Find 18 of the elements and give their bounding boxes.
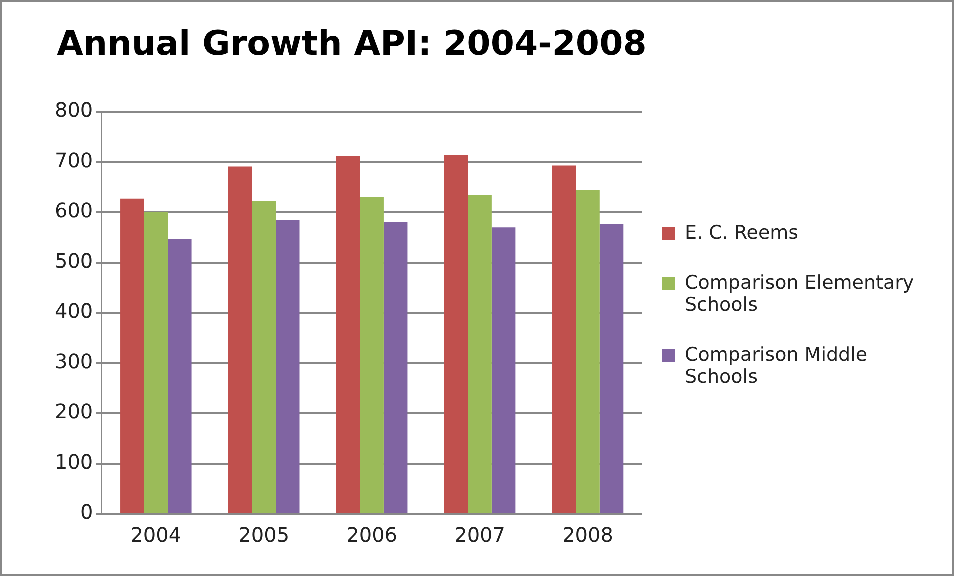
y-tick-label: 300: [54, 349, 94, 374]
y-tick-label: 500: [54, 248, 94, 273]
x-tick-label: 2004: [130, 523, 182, 548]
y-tick-label: 200: [54, 400, 94, 424]
x-tick-label: 2007: [454, 523, 506, 548]
y-tick-label: 800: [54, 98, 94, 122]
chart-title: Annual Growth API: 2004-2008: [56, 24, 648, 64]
y-tick-label: 0: [80, 500, 94, 524]
y-tick-label: 600: [54, 198, 94, 223]
y-tick-label: 100: [54, 450, 94, 474]
legend-label: Comparison Elementary Schools: [685, 272, 916, 316]
x-tick-label: 2006: [346, 523, 398, 548]
x-tick-label: 2008: [562, 523, 614, 548]
x-tick-label: 2005: [238, 523, 290, 548]
legend-label: Comparison Middle Schools: [685, 344, 869, 388]
legend-label: E. C. Reems: [685, 222, 799, 244]
y-tick-label: 700: [54, 148, 94, 172]
y-tick-label: 400: [54, 299, 94, 324]
